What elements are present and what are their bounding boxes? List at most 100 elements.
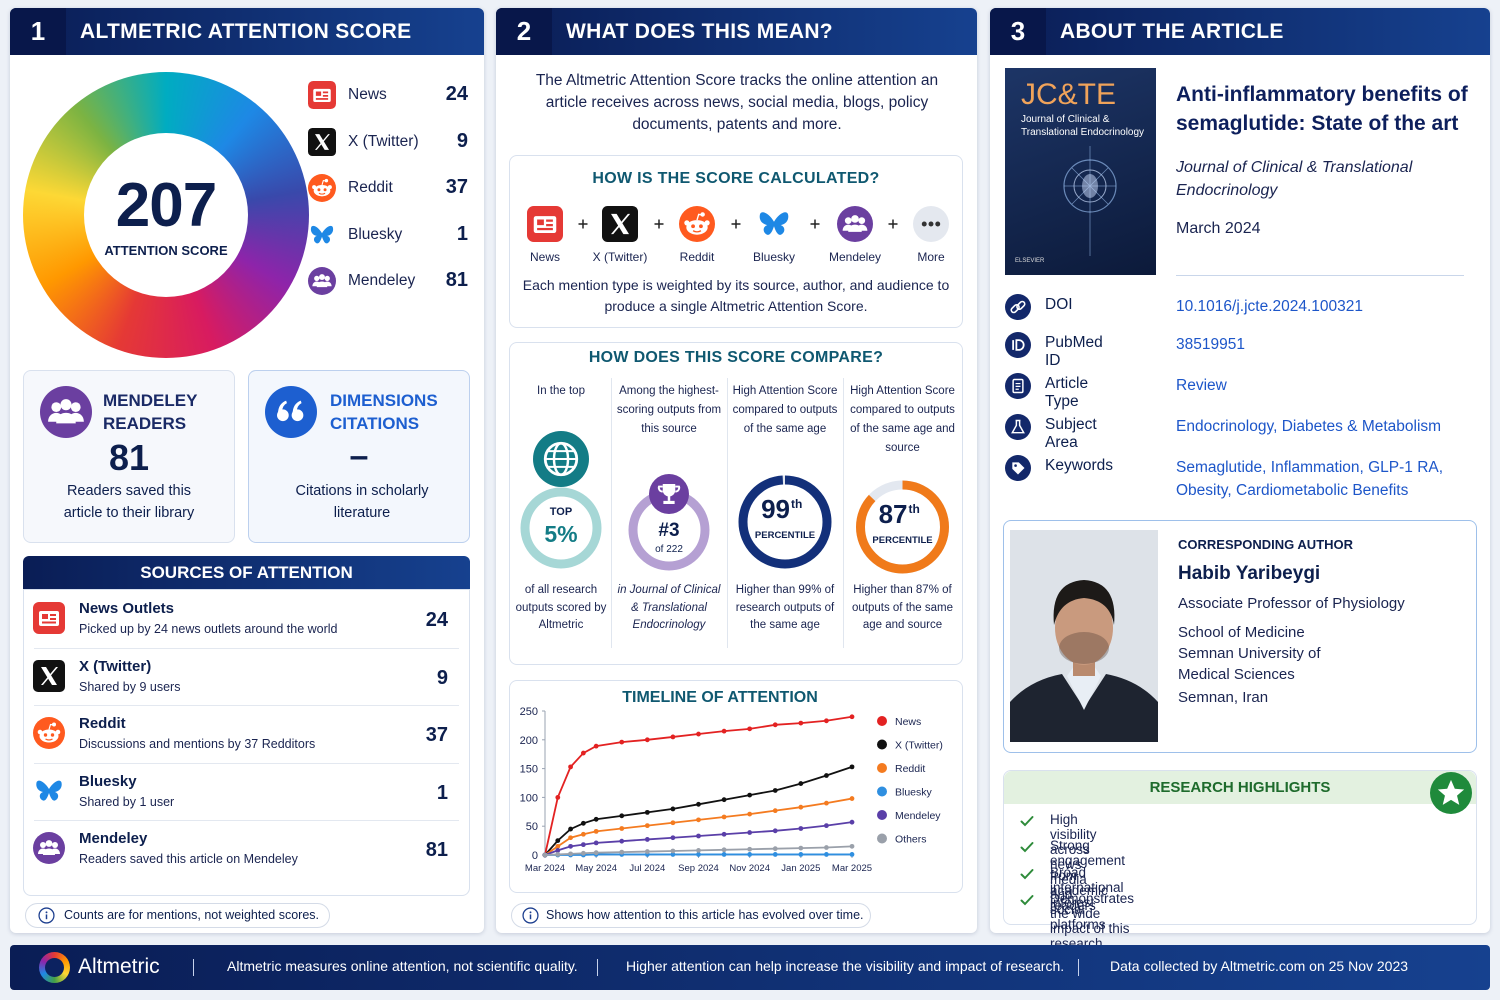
source-name: Bluesky bbox=[79, 772, 137, 790]
calc-label: Reddit bbox=[679, 250, 715, 264]
decoration bbox=[37, 729, 43, 735]
decoration bbox=[317, 188, 321, 192]
card-value: 81 bbox=[108, 437, 150, 478]
journal-name: Journal of Clinical & Translational Endo… bbox=[1176, 159, 1413, 199]
legend-swatch bbox=[877, 786, 887, 797]
source-description: Picked up by 24 news outlets around the … bbox=[79, 622, 338, 636]
decoration bbox=[70, 402, 81, 412]
decoration bbox=[842, 224, 868, 232]
decoration bbox=[654, 219, 663, 229]
legend-label: Reddit bbox=[895, 763, 925, 775]
column-caption: Higher than 87% of outputs of the same a… bbox=[851, 584, 953, 631]
source-icon bbox=[308, 174, 336, 202]
decoration bbox=[679, 206, 715, 242]
decoration bbox=[810, 219, 819, 229]
x-tick-label: Jan 2025 bbox=[781, 863, 820, 874]
trophy-icon bbox=[649, 474, 689, 514]
decoration bbox=[1005, 414, 1031, 440]
series-point bbox=[798, 826, 804, 831]
decoration bbox=[41, 666, 58, 685]
percentile-value: 99 bbox=[761, 494, 790, 524]
detail-value: 38519951 bbox=[1176, 336, 1245, 353]
source-icon bbox=[33, 602, 65, 634]
decoration bbox=[537, 227, 553, 231]
decoration bbox=[322, 91, 329, 94]
info-icon bbox=[38, 907, 55, 924]
author-affiliation: School of Medicine Semnan University of … bbox=[1178, 624, 1321, 683]
x-tick-label: Mar 2024 bbox=[525, 863, 565, 874]
mendeley-icon bbox=[40, 386, 92, 438]
decoration bbox=[699, 224, 703, 229]
column-heading: High Attention Score compared to outputs… bbox=[850, 385, 955, 454]
series-point bbox=[798, 720, 804, 726]
decoration bbox=[40, 386, 92, 438]
badge-value: #3 bbox=[658, 520, 679, 541]
legend-label: Others bbox=[895, 834, 927, 846]
source-icon bbox=[33, 717, 65, 749]
series-point bbox=[824, 773, 829, 778]
series-point bbox=[772, 846, 778, 852]
decoration bbox=[522, 907, 539, 924]
author-location: Semnan, Iran bbox=[1178, 689, 1269, 706]
decoration bbox=[731, 219, 740, 229]
decoration bbox=[38, 848, 60, 855]
decoration bbox=[731, 219, 740, 229]
source-row: Bluesky Shared by 1 user 1 bbox=[24, 762, 469, 822]
decoration bbox=[1430, 772, 1472, 814]
decoration bbox=[324, 275, 330, 281]
decoration bbox=[33, 832, 65, 864]
decoration bbox=[1011, 419, 1025, 434]
series-point bbox=[670, 835, 676, 841]
source-count: 81 bbox=[445, 269, 468, 291]
series-point bbox=[798, 804, 804, 810]
decoration bbox=[527, 206, 563, 242]
star-badge bbox=[1430, 772, 1472, 814]
source-row: X (Twitter) 9 bbox=[306, 127, 468, 157]
y-tick-label: 0 bbox=[532, 850, 538, 862]
decoration bbox=[913, 206, 949, 242]
series-point bbox=[619, 739, 625, 745]
calc-card bbox=[509, 155, 963, 328]
decoration bbox=[602, 206, 638, 242]
calc-label: Mendeley bbox=[828, 250, 882, 264]
decoration bbox=[657, 485, 681, 493]
decoration bbox=[312, 185, 317, 190]
series-point bbox=[747, 726, 753, 732]
decoration bbox=[36, 780, 62, 801]
column-divider bbox=[611, 378, 612, 648]
x-tick-label: May 2024 bbox=[575, 863, 617, 874]
source-icon bbox=[308, 267, 336, 295]
check-icon bbox=[1019, 866, 1035, 882]
series-point bbox=[580, 842, 586, 848]
donut-hole bbox=[84, 133, 248, 297]
series-line bbox=[544, 797, 853, 856]
source-count: 37 bbox=[425, 724, 448, 746]
detail-label: Keywords bbox=[1045, 457, 1114, 474]
series-point bbox=[696, 731, 701, 737]
source-row: X (Twitter) Shared by 9 users 9 bbox=[24, 647, 469, 707]
decoration bbox=[312, 281, 332, 288]
series-point bbox=[721, 847, 727, 853]
series-point bbox=[644, 849, 650, 854]
decoration bbox=[935, 221, 941, 227]
decoration bbox=[537, 219, 544, 226]
legend-swatch bbox=[877, 739, 887, 750]
series-point bbox=[849, 819, 855, 825]
card-title: MENDELEY READERS bbox=[103, 391, 198, 433]
series-point bbox=[721, 852, 727, 857]
source-count: 24 bbox=[445, 83, 468, 105]
brand: Altmetric bbox=[78, 955, 160, 978]
decoration bbox=[1005, 455, 1031, 481]
x-tick-label: Mar 2025 bbox=[832, 863, 872, 874]
decoration bbox=[308, 267, 336, 295]
series-point bbox=[568, 843, 573, 849]
series-point bbox=[568, 835, 573, 841]
decoration bbox=[810, 219, 819, 229]
series-point bbox=[696, 852, 701, 857]
check-icon bbox=[1019, 892, 1035, 908]
decoration bbox=[546, 219, 553, 222]
calc-label: X (Twitter) bbox=[592, 250, 648, 264]
highlights-title: RESEARCH HIGHLIGHTS bbox=[1149, 779, 1331, 796]
